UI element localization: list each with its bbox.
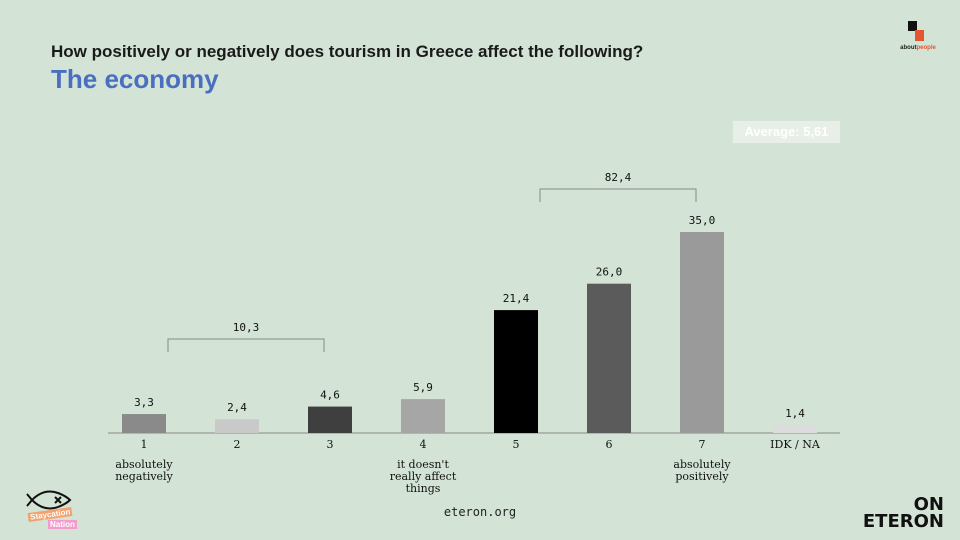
on-eteron-line1: ON (913, 494, 944, 515)
bar-6 (587, 283, 631, 433)
group-bracket (539, 188, 697, 202)
x-tick-sublabel: negatively (115, 470, 173, 483)
bar-value-label: 21,4 (503, 292, 530, 305)
logo-square-orange (915, 30, 924, 41)
fish-icon (26, 490, 72, 510)
group-total-label: 82,4 (605, 171, 632, 184)
question-title: How positively or negatively does touris… (51, 42, 644, 61)
logo-text-prefix: about (900, 45, 917, 51)
logo-square-black (908, 21, 917, 31)
x-tick-sublabel: positively (675, 470, 729, 483)
bar-8 (773, 424, 817, 433)
on-eteron-line2: ETERON (862, 511, 944, 532)
bar-4 (401, 399, 445, 433)
x-tick-label: 5 (513, 438, 520, 451)
nation-text: Nation (48, 520, 77, 529)
group-bracket (167, 338, 325, 352)
average-badge: Average: 5,61 (733, 121, 840, 143)
topic-subtitle: The economy (51, 64, 219, 94)
logo-text-accent: people (916, 45, 936, 51)
aboutpeople-logo: aboutpeople (893, 18, 943, 58)
bar-1 (122, 414, 166, 433)
bar-5 (494, 310, 538, 433)
x-tick-sublabel: things (406, 482, 441, 495)
bar-2 (215, 419, 259, 433)
bar-value-label: 1,4 (785, 407, 805, 420)
x-tick-label: 2 (234, 438, 241, 451)
bar-value-label: 35,0 (689, 214, 716, 227)
x-tick-sublabel: absolutely (673, 458, 731, 471)
bar-7 (680, 232, 724, 433)
x-tick-label: 1 (141, 438, 148, 451)
bar-value-label: 3,3 (134, 396, 154, 409)
bar-value-label: 5,9 (413, 381, 433, 394)
x-tick-sublabel: really affect (390, 470, 457, 483)
x-tick-label: 7 (699, 438, 706, 451)
x-tick-label: 4 (420, 438, 427, 451)
x-tick-label: 3 (327, 438, 334, 451)
bar-value-label: 2,4 (227, 401, 247, 414)
x-tick-sublabel: it doesn't (397, 458, 449, 471)
bar-value-label: 4,6 (320, 389, 340, 402)
x-tick-label: IDK / NA (770, 438, 821, 451)
staycation-nation-logo: Staycation Nation (26, 487, 86, 532)
source-url: eteron.org (443, 505, 517, 519)
aboutpeople-logo-text: aboutpeople (893, 45, 943, 51)
bar-value-label: 26,0 (596, 266, 623, 279)
on-eteron-logo: ON ETERON (862, 494, 944, 532)
x-tick-label: 6 (606, 438, 613, 451)
bar-3 (308, 406, 352, 433)
group-total-label: 10,3 (233, 321, 260, 334)
x-tick-sublabel: absolutely (115, 458, 173, 471)
